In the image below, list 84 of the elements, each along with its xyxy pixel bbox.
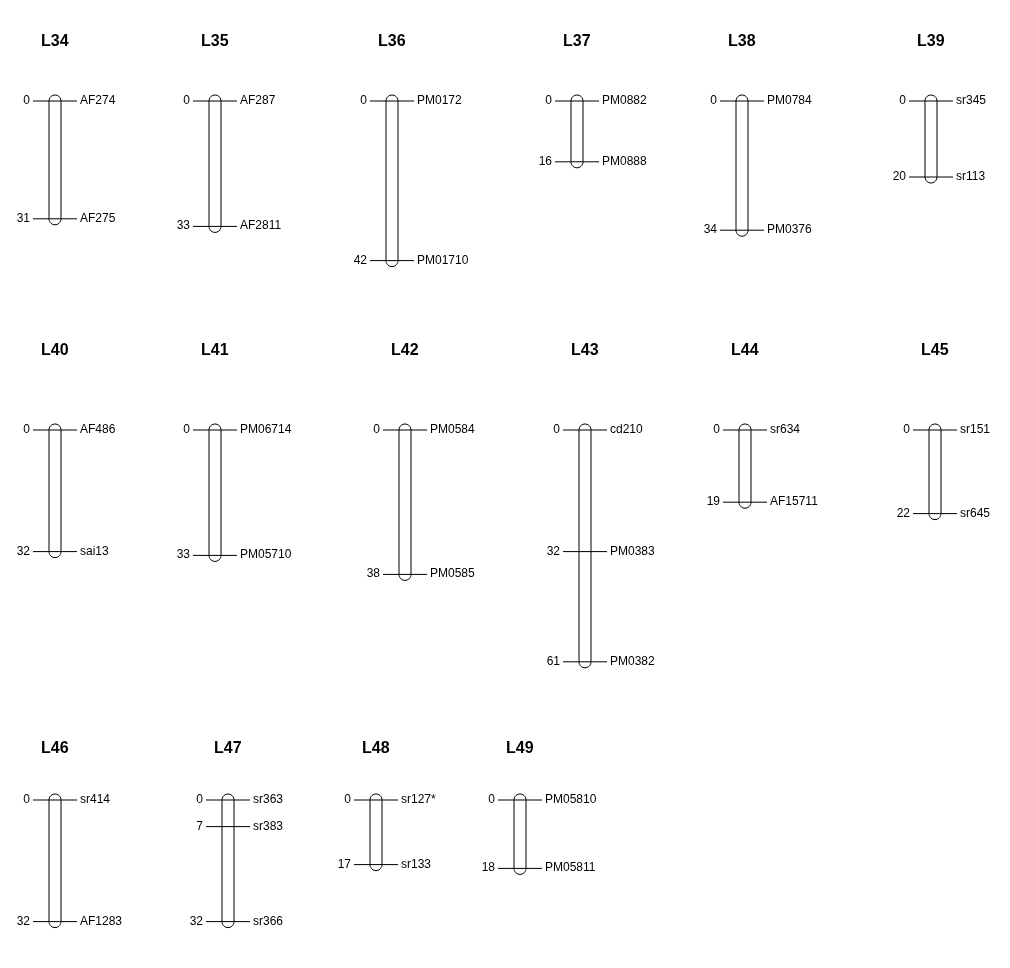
text: L40 (41, 341, 69, 358)
category-label: AF1283 (80, 913, 123, 928)
data-label: 0 (344, 792, 352, 806)
data-label: 0 (713, 422, 721, 436)
category-label: sr151 (960, 422, 991, 436)
data-label: 17 (337, 856, 352, 871)
data-label: 33 (176, 547, 191, 562)
data-label: 0 (23, 422, 31, 436)
data-label: 22 (896, 505, 911, 520)
data-label: 31 (16, 210, 31, 225)
data-label: 38 (366, 566, 381, 581)
text: L38 (728, 32, 756, 49)
category-label: sr345 (956, 93, 987, 107)
data-label: 19 (706, 494, 721, 509)
data-label: 32 (546, 543, 561, 558)
category-label: AF15711 (770, 494, 819, 509)
category-label: PM0383 (610, 543, 656, 558)
category-label: sr634 (770, 422, 801, 436)
text: L34 (41, 32, 69, 49)
data-label: 7 (196, 818, 204, 833)
text: L49 (506, 739, 534, 756)
category-label: PM0584 (430, 422, 476, 436)
category-label: sai13 (80, 543, 110, 558)
category-label: AF275 (80, 210, 116, 225)
text: L46 (41, 739, 69, 756)
text: L37 (563, 32, 591, 49)
data-label: 0 (196, 792, 204, 806)
data-label: 61 (546, 653, 561, 668)
category-label: PM05811 (545, 860, 596, 875)
category-label: sr414 (80, 792, 111, 806)
text: L35 (201, 32, 229, 49)
category-label: AF2811 (240, 218, 282, 233)
category-label: PM0784 (767, 93, 813, 107)
data-label: 0 (183, 422, 191, 436)
category-label: AF287 (240, 93, 276, 107)
category-label: cd210 (610, 422, 644, 436)
data-label: 0 (488, 792, 496, 806)
category-label: sr127* (401, 792, 437, 806)
data-label: 42 (353, 252, 368, 267)
category-label: PM0585 (430, 566, 476, 581)
category-label: sr645 (960, 505, 991, 520)
category-label: PM01710 (417, 252, 469, 267)
category-label: PM05810 (545, 792, 597, 806)
data-label: 33 (176, 218, 191, 233)
category-label: sr383 (253, 818, 284, 833)
data-label: 32 (189, 913, 204, 928)
text: L42 (391, 341, 419, 358)
data-label: 0 (183, 93, 191, 107)
text: L47 (214, 739, 242, 756)
data-label: 20 (892, 169, 907, 183)
category-label: sr113 (956, 169, 986, 183)
data-label: 0 (553, 422, 561, 436)
data-label: 0 (710, 93, 718, 107)
data-label: 0 (899, 93, 907, 107)
data-label: 32 (16, 543, 31, 558)
category-label: PM05710 (240, 547, 292, 562)
data-label: 16 (538, 153, 553, 168)
category-label: PM06714 (240, 422, 292, 436)
category-label: AF274 (80, 93, 116, 107)
category-label: PM0888 (602, 153, 648, 168)
category-label: PM0172 (417, 93, 463, 107)
data-label: 34 (703, 222, 718, 237)
data-label: 0 (23, 792, 31, 806)
text: L41 (201, 341, 229, 358)
data-label: 18 (481, 860, 496, 875)
text: L36 (378, 32, 406, 49)
text: L44 (731, 341, 759, 358)
category-label: sr366 (253, 913, 284, 928)
category-label: PM0376 (767, 222, 813, 237)
data-label: 0 (545, 93, 553, 107)
text: L43 (571, 341, 599, 358)
data-label: 0 (373, 422, 381, 436)
data-label: 0 (23, 93, 31, 107)
text: L45 (921, 341, 949, 358)
category-label: PM0382 (610, 653, 656, 668)
category-label: sr363 (253, 792, 284, 806)
text: L48 (362, 739, 390, 756)
category-label: sr133 (401, 856, 432, 871)
text: L39 (917, 32, 945, 49)
category-label: AF486 (80, 422, 116, 436)
data-label: 32 (16, 913, 31, 928)
data-label: 0 (360, 93, 368, 107)
category-label: PM0882 (602, 93, 648, 107)
data-label: 0 (903, 422, 911, 436)
